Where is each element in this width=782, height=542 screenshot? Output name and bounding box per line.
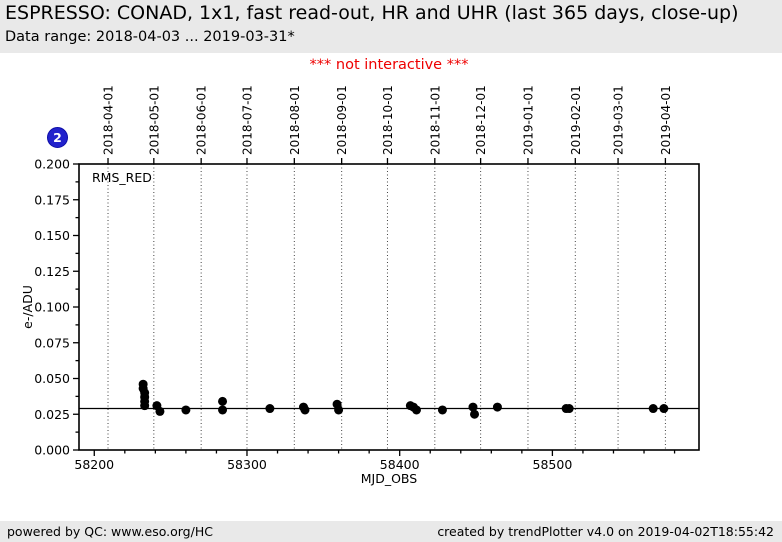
data-point — [468, 402, 478, 412]
data-point — [218, 405, 228, 415]
y-tick-label: 0.125 — [34, 264, 70, 279]
plot-index-badge[interactable]: 2 — [47, 127, 68, 148]
y-tick-label: 0.025 — [34, 407, 70, 422]
data-point — [300, 405, 310, 415]
y-tick-label: 0.000 — [34, 443, 70, 458]
footer-credit-qc: powered by QC: www.eso.org/HC — [7, 524, 213, 539]
top-tick-label: 2018-05-01 — [147, 85, 161, 155]
y-tick-label: 0.175 — [34, 192, 70, 207]
data-point — [411, 405, 421, 415]
x-tick-label: 58200 — [74, 457, 114, 472]
footer-band — [0, 521, 782, 542]
y-tick-label: 0.200 — [34, 157, 70, 172]
data-point — [659, 404, 669, 414]
data-point — [218, 396, 228, 406]
x-axis-title: MJD_OBS — [361, 471, 418, 486]
data-range-subtitle: Data range: 2018-04-03 ... 2019-03-31* — [5, 29, 295, 45]
data-point — [265, 404, 275, 414]
data-point — [648, 404, 658, 414]
y-tick-label: 0.150 — [34, 228, 70, 243]
top-tick-label: 2019-03-01 — [612, 85, 626, 155]
data-point — [155, 406, 165, 416]
data-point — [470, 409, 480, 419]
y-tick-label: 0.100 — [34, 300, 70, 315]
y-tick-label: 0.075 — [34, 335, 70, 350]
header-band — [0, 0, 782, 53]
data-point — [437, 405, 447, 415]
x-tick-label: 58500 — [533, 457, 573, 472]
y-axis-title: e-/ADU — [20, 285, 35, 329]
top-tick-label: 2019-02-01 — [569, 85, 583, 155]
y-tick-label: 0.050 — [34, 371, 70, 386]
plot-border — [78, 163, 700, 451]
series-label: RMS_RED — [92, 170, 152, 185]
top-tick-label: 2018-06-01 — [195, 85, 209, 155]
top-tick-label: 2018-10-01 — [381, 85, 395, 155]
page-title: ESPRESSO: CONAD, 1x1, fast read-out, HR … — [5, 2, 739, 24]
data-point — [181, 405, 191, 415]
top-tick-label: 2018-04-01 — [102, 85, 116, 155]
data-point — [334, 405, 344, 415]
not-interactive-note: *** not interactive *** — [309, 57, 469, 73]
data-point — [564, 404, 574, 414]
top-tick-label: 2019-04-01 — [659, 85, 673, 155]
x-tick-label: 58300 — [227, 457, 267, 472]
footer-credit-trendplotter: created by trendPlotter v4.0 on 2019-04-… — [437, 524, 774, 539]
x-tick-label: 58400 — [380, 457, 420, 472]
top-tick-label: 2018-07-01 — [240, 85, 254, 155]
top-tick-label: 2018-09-01 — [335, 85, 349, 155]
data-point — [140, 401, 150, 411]
data-point — [492, 402, 502, 412]
top-tick-label: 2019-01-01 — [521, 85, 535, 155]
top-tick-label: 2018-08-01 — [288, 85, 302, 155]
top-tick-label: 2018-11-01 — [428, 85, 442, 155]
top-tick-label: 2018-12-01 — [474, 85, 488, 155]
